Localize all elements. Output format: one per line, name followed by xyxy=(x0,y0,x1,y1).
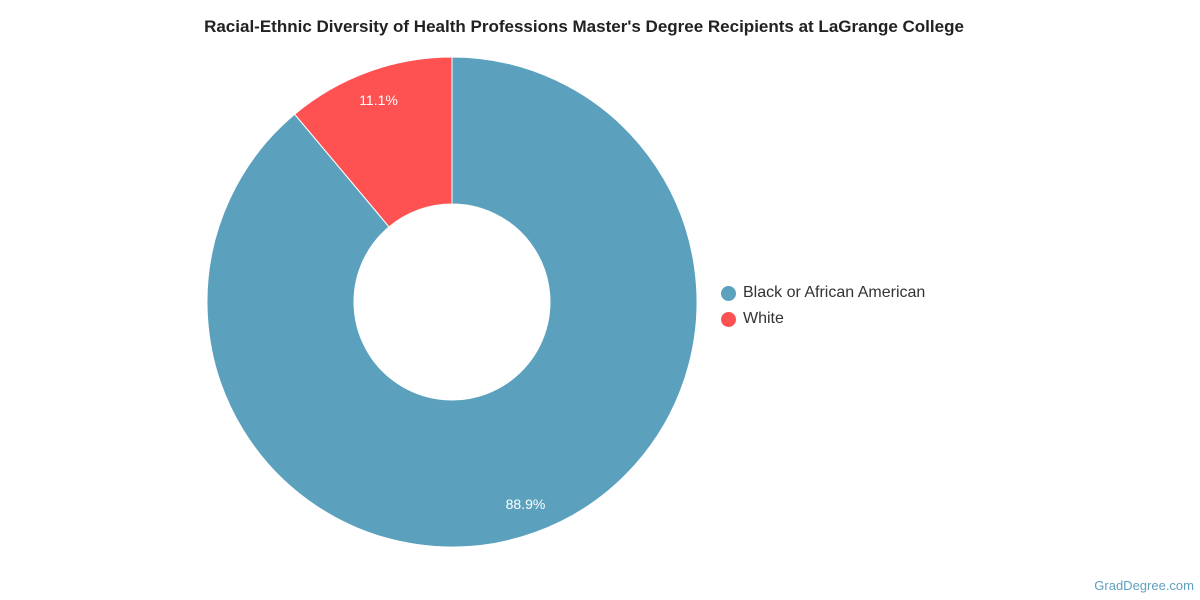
legend-swatch xyxy=(721,285,736,301)
legend-item-black-or-african-american[interactable]: Black or African American xyxy=(721,280,925,306)
watermark-link[interactable]: GradDegree.com xyxy=(1094,578,1194,593)
legend-item-white[interactable]: White xyxy=(721,306,925,332)
donut-slice-black-or-african-american[interactable] xyxy=(206,56,698,548)
slice-value-label: 11.1% xyxy=(359,92,398,108)
legend-label: Black or African American xyxy=(743,284,926,301)
chart-legend: Black or African American White xyxy=(721,280,925,332)
chart-title: Racial-Ethnic Diversity of Health Profes… xyxy=(204,17,964,36)
donut-slice-white[interactable] xyxy=(293,56,453,228)
slice-value-label: 88.9% xyxy=(506,496,546,512)
legend-label: White xyxy=(743,310,784,327)
legend-swatch xyxy=(721,311,736,327)
